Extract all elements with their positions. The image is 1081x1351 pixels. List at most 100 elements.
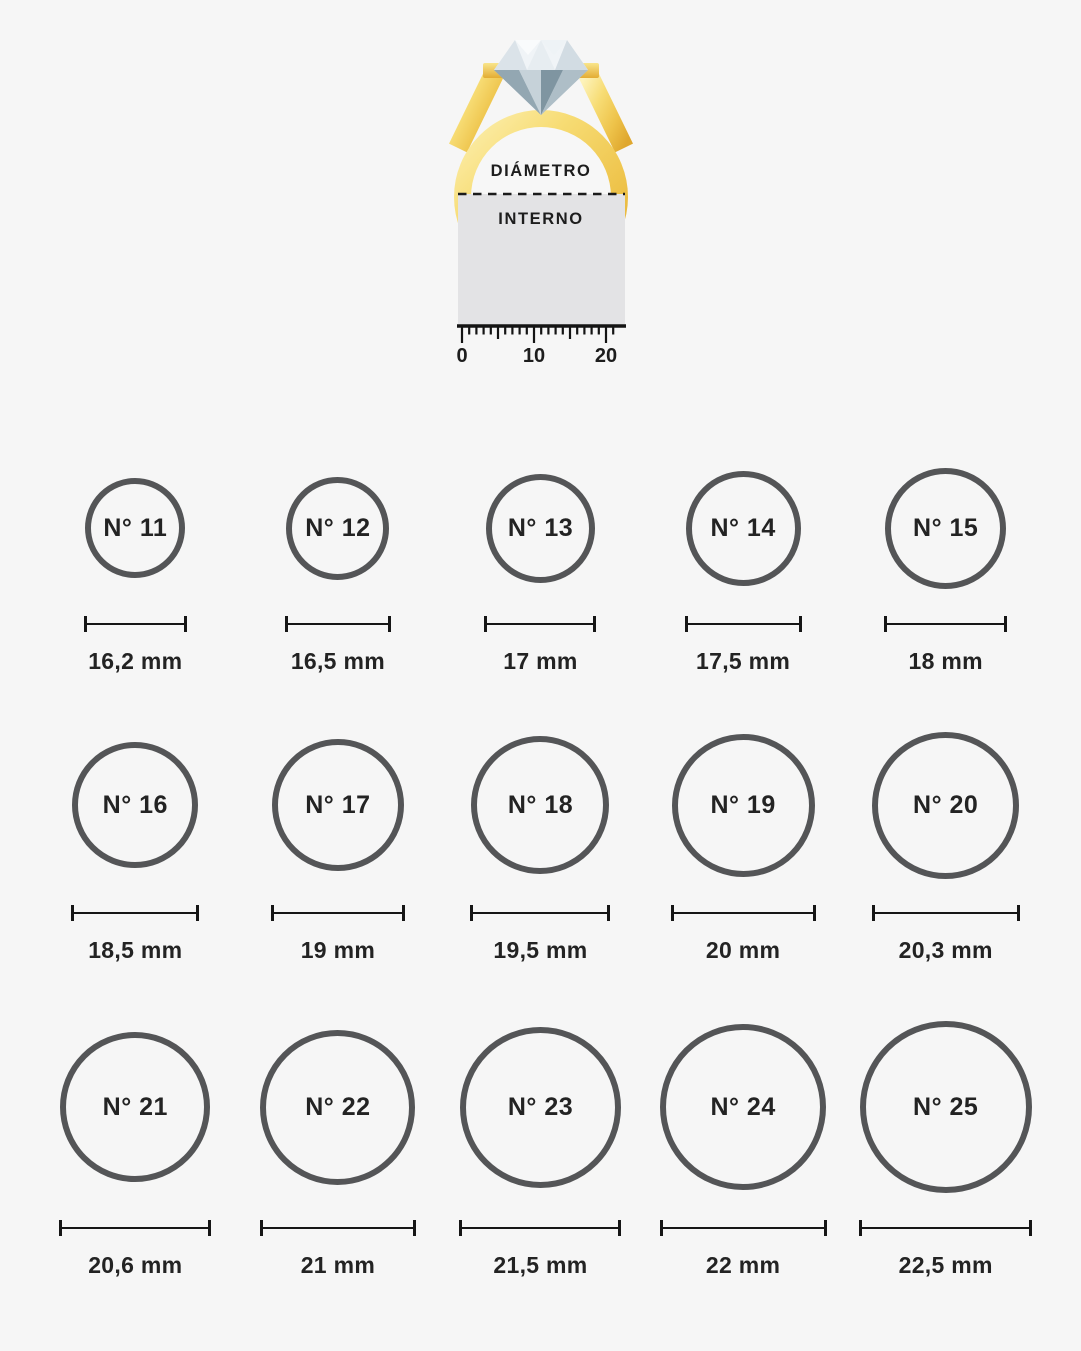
- ring-size-item: N° 25 22,5 mm: [844, 1018, 1047, 1279]
- ruler-label-10: 10: [522, 345, 544, 367]
- size-label: N° 22: [305, 1092, 371, 1121]
- size-label: N° 25: [913, 1092, 979, 1121]
- size-label: N° 19: [710, 790, 776, 819]
- size-circle: N° 14: [685, 470, 801, 586]
- size-label: N° 18: [507, 790, 574, 819]
- circle-area: N° 24: [660, 1018, 827, 1196]
- size-circle: N° 19: [671, 733, 815, 877]
- size-circle: N° 25: [859, 1021, 1032, 1193]
- size-label: N° 12: [305, 513, 371, 542]
- interno-label: INTERNO: [498, 210, 583, 228]
- size-circle: N° 24: [660, 1024, 827, 1190]
- diameter-value: 16,5 mm: [290, 648, 385, 674]
- size-label: N° 13: [507, 513, 574, 542]
- ring-size-item: N° 23 21,5 mm: [439, 1018, 642, 1279]
- diameter-label: DIÁMETRO: [490, 161, 591, 180]
- ruler-icon: 0 10 20: [456, 324, 626, 367]
- size-circle: N° 11: [85, 478, 186, 578]
- ring-size-item: N° 16 18,5 mm: [34, 729, 237, 964]
- diameter-value: 18,5 mm: [88, 937, 183, 963]
- ring-size-item: N° 18 19,5 mm: [439, 729, 642, 964]
- size-label: N° 11: [103, 513, 168, 542]
- size-circle: N° 13: [485, 473, 595, 583]
- diamond-icon: [493, 40, 588, 115]
- size-grid: N° 11 16,2 mm N° 12 16,5 mm N° 13 17 mm: [34, 464, 1047, 1279]
- ring-size-item: N° 24 22 mm: [642, 1018, 845, 1279]
- circle-area: N° 16: [72, 729, 199, 881]
- diameter-measure-line: [71, 905, 200, 921]
- ring-size-item: N° 19 20 mm: [642, 729, 845, 964]
- circle-area: N° 23: [459, 1018, 621, 1196]
- diameter-measure-line: [884, 616, 1008, 632]
- size-circle: N° 22: [260, 1029, 416, 1185]
- inner-diameter-shaded-region: [457, 194, 625, 326]
- ruler-label-0: 0: [456, 345, 467, 367]
- size-circle: N° 16: [72, 742, 199, 868]
- diameter-value: 22,5 mm: [898, 1252, 993, 1278]
- circle-area: N° 12: [286, 464, 390, 592]
- circle-area: N° 13: [485, 464, 595, 592]
- ring-size-item: N° 13 17 mm: [439, 464, 642, 675]
- diameter-value: 17 mm: [503, 648, 578, 674]
- diameter-value: 22 mm: [705, 1252, 781, 1278]
- diameter-value: 18 mm: [908, 648, 983, 674]
- diameter-value: 19 mm: [300, 937, 376, 963]
- diameter-measure-line: [859, 1220, 1033, 1236]
- size-circle: N° 23: [459, 1026, 621, 1188]
- size-label: N° 14: [710, 513, 776, 542]
- size-circle: N° 12: [286, 476, 390, 580]
- size-label: N° 20: [913, 790, 979, 819]
- diameter-measure-line: [284, 616, 391, 632]
- circle-area: N° 20: [872, 729, 1020, 881]
- diameter-measure-line: [459, 1220, 622, 1236]
- size-label: N° 21: [102, 1092, 168, 1121]
- diameter-value: 17,5 mm: [696, 648, 791, 674]
- circle-area: N° 14: [685, 464, 801, 592]
- size-circle: N° 18: [471, 736, 610, 874]
- ring-with-ruler-icon: DIÁMETRO INTERNO 0 10 20: [448, 40, 633, 367]
- diameter-value: 16,2 mm: [88, 648, 183, 674]
- ring-size-item: N° 14 17,5 mm: [642, 464, 845, 675]
- circle-area: N° 21: [60, 1018, 211, 1196]
- diameter-value: 20 mm: [705, 937, 781, 963]
- ring-illustration: DIÁMETRO INTERNO 0 10 20: [0, 0, 1081, 376]
- diameter-measure-line: [270, 905, 405, 921]
- ring-size-item: N° 15 18 mm: [844, 464, 1047, 675]
- circle-area: N° 22: [260, 1018, 416, 1196]
- size-circle: N° 17: [271, 739, 404, 871]
- diameter-measure-line: [259, 1220, 416, 1236]
- ring-size-item: N° 20 20,3 mm: [844, 729, 1047, 964]
- circle-area: N° 19: [671, 729, 815, 881]
- diameter-measure-line: [670, 905, 816, 921]
- diameter-value: 20,6 mm: [88, 1252, 183, 1278]
- diameter-measure-line: [684, 616, 802, 632]
- diameter-value: 19,5 mm: [493, 937, 588, 963]
- diameter-value: 21,5 mm: [493, 1252, 588, 1278]
- size-label: N° 17: [305, 790, 371, 819]
- ruler-ticks: [460, 326, 614, 343]
- diameter-measure-line: [83, 616, 187, 632]
- size-circle: N° 20: [872, 731, 1020, 879]
- ring-size-guide: DIÁMETRO INTERNO 0 10 20 N° 11 16,2 mm: [0, 0, 1081, 1279]
- diameter-measure-line: [470, 905, 611, 921]
- circle-area: N° 25: [859, 1018, 1032, 1196]
- ring-size-item: N° 22 21 mm: [237, 1018, 440, 1279]
- circle-area: N° 15: [885, 464, 1007, 592]
- diameter-measure-line: [871, 905, 1020, 921]
- ring-size-item: N° 21 20,6 mm: [34, 1018, 237, 1279]
- diameter-value: 20,3 mm: [898, 937, 993, 963]
- ring-shoulders: [448, 67, 633, 153]
- size-label: N° 16: [102, 790, 168, 819]
- ruler-label-20: 20: [594, 345, 616, 367]
- diameter-measure-line: [484, 616, 597, 632]
- size-circle: N° 15: [885, 467, 1007, 589]
- diameter-measure-line: [59, 1220, 212, 1236]
- diameter-value: 21 mm: [300, 1252, 376, 1278]
- size-circle: N° 21: [60, 1032, 211, 1182]
- ring-size-item: N° 12 16,5 mm: [237, 464, 440, 675]
- circle-area: N° 11: [85, 464, 186, 592]
- circle-area: N° 17: [271, 729, 404, 881]
- size-label: N° 23: [507, 1092, 574, 1121]
- circle-area: N° 18: [471, 729, 610, 881]
- ring-size-item: N° 17 19 mm: [237, 729, 440, 964]
